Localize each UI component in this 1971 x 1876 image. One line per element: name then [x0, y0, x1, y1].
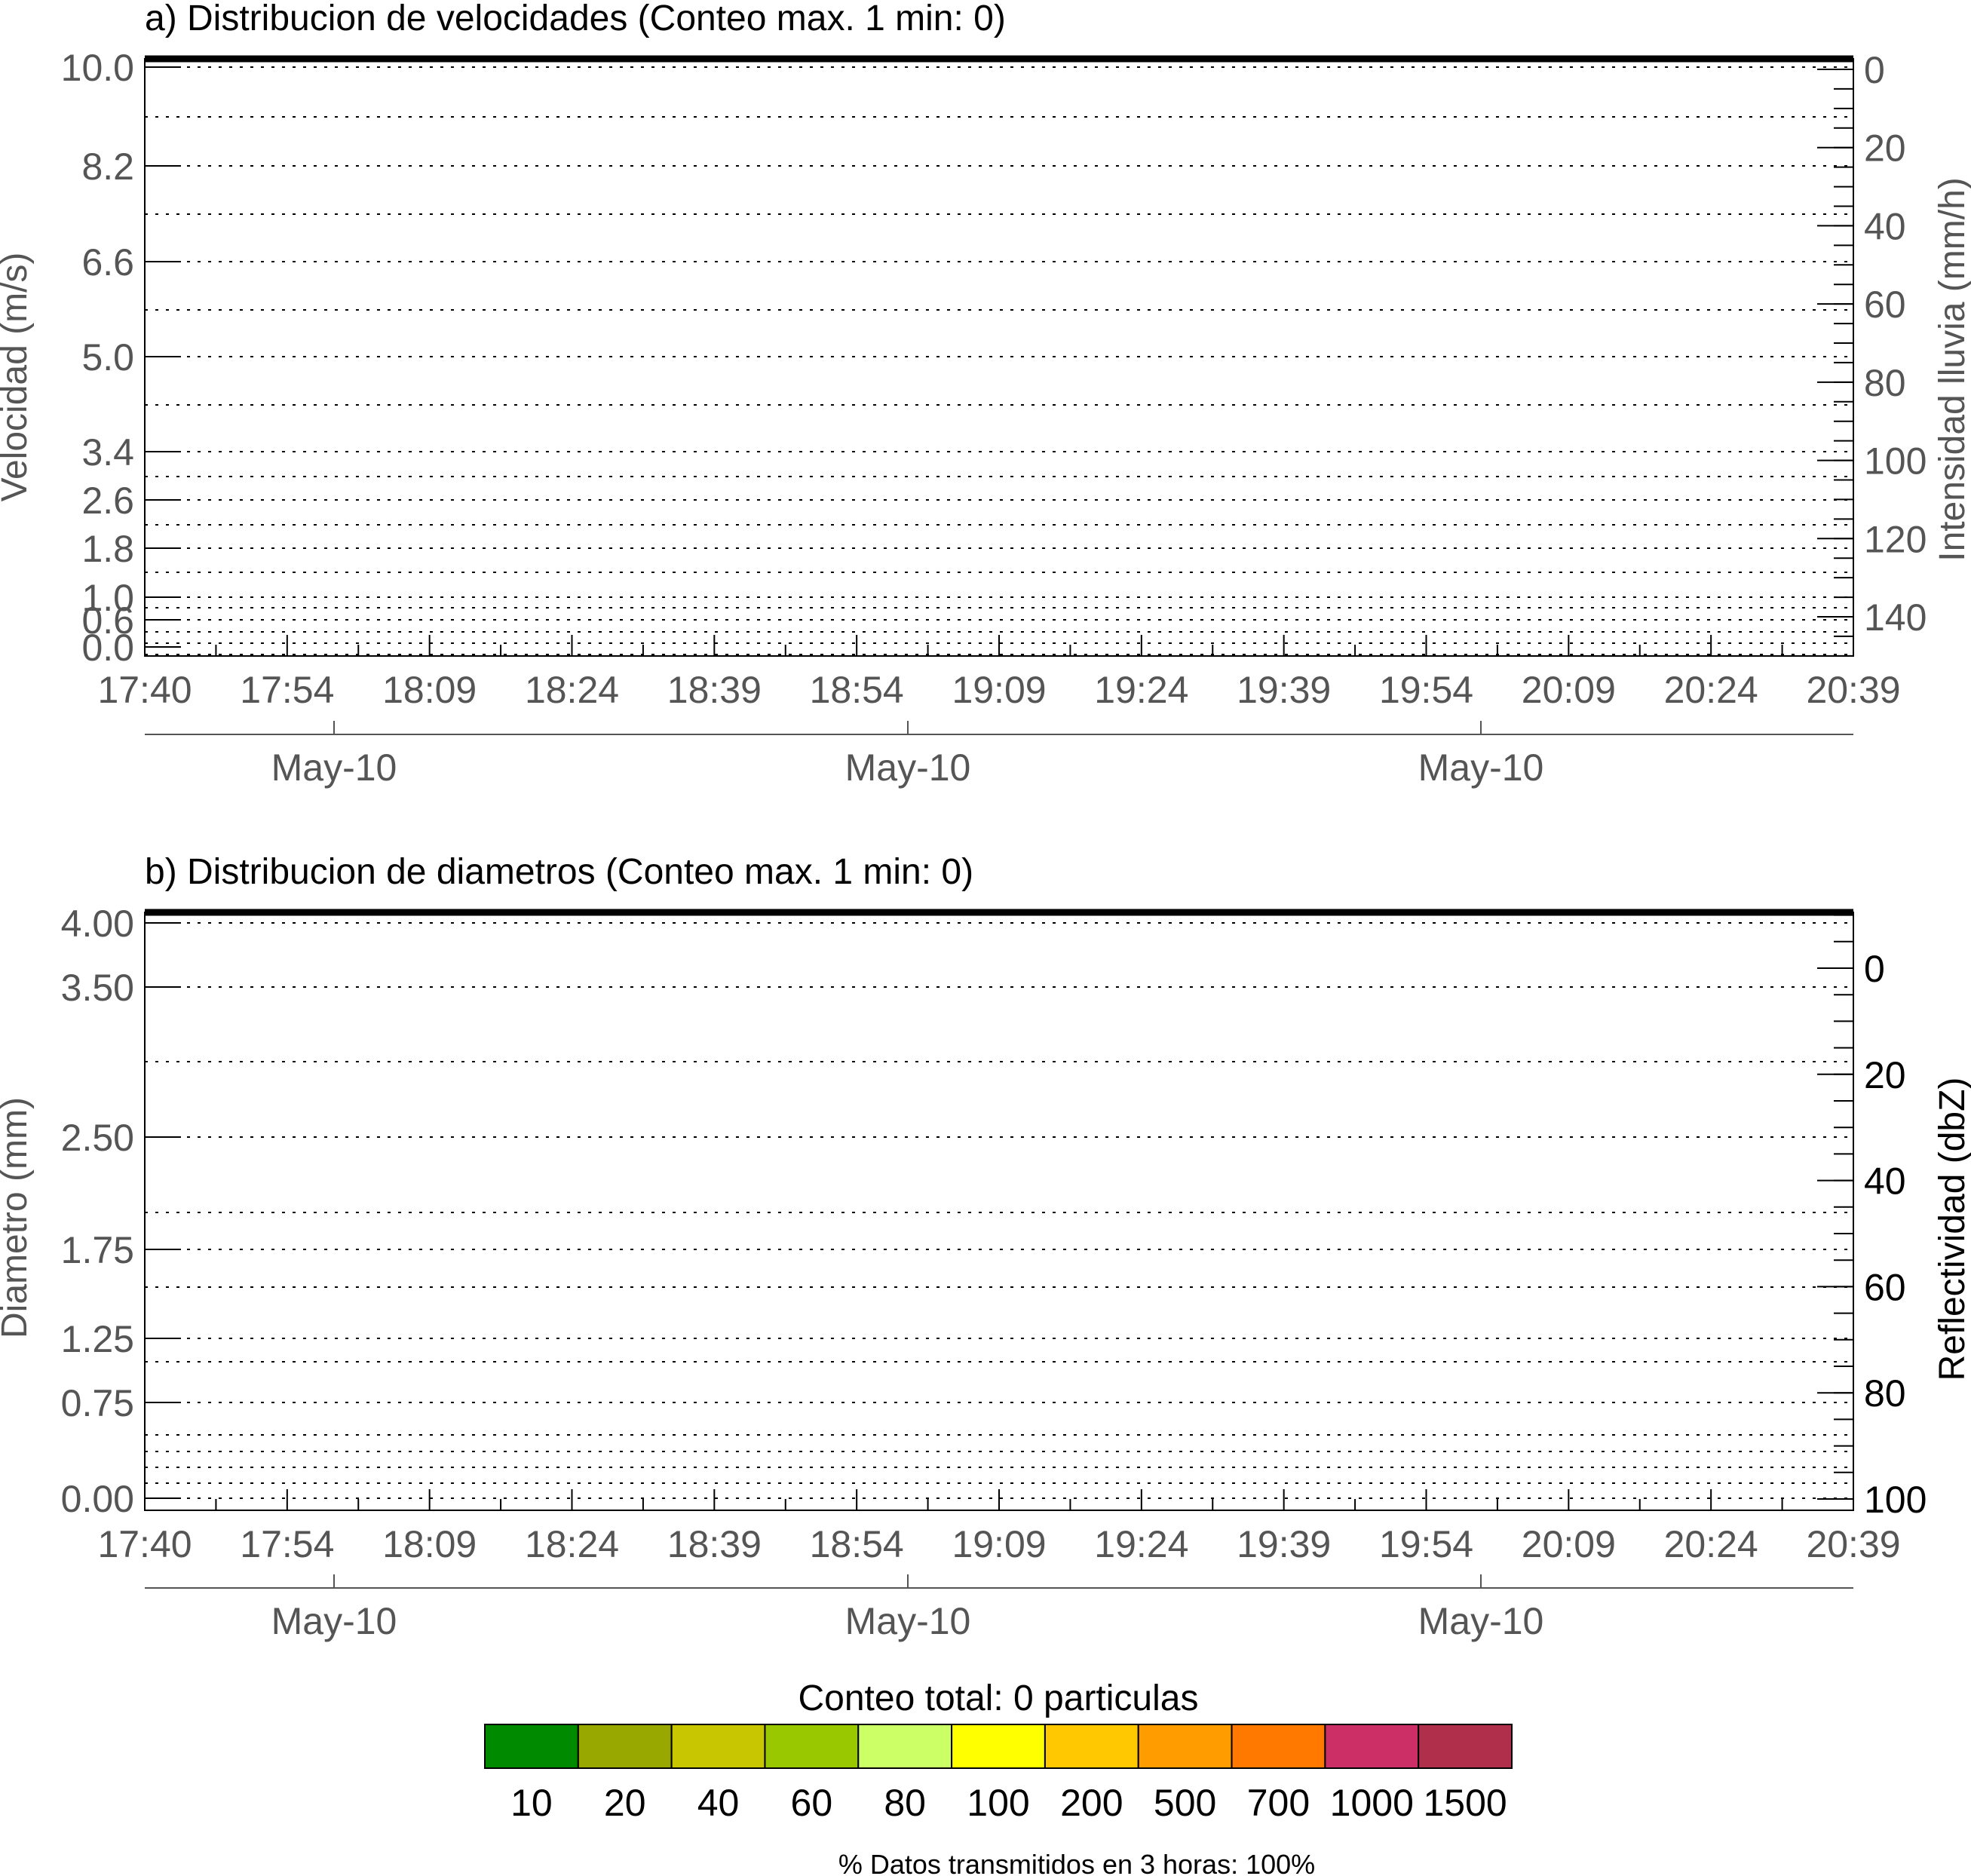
panel-1-x-tick-label: 19:24: [1094, 1523, 1188, 1565]
colorbar-swatch: [577, 1724, 673, 1769]
panel-1-right-tick-label: 60: [1864, 1266, 1906, 1308]
panel-1-x-tick-label: 18:24: [525, 1523, 619, 1565]
panel-1-right-tick-label: 0: [1864, 948, 1885, 990]
colorbar-swatch: [857, 1724, 953, 1769]
panel-0-y-tick-label: 10.0: [61, 47, 134, 89]
panel-0-y-tick-label: 5.0: [81, 336, 134, 379]
panel-1-date-tick-label: May-10: [271, 1600, 397, 1642]
panel-0-date-tick-label: May-10: [1418, 746, 1544, 789]
panel-a-velocity: a) Distribucion de velocidades (Conteo m…: [0, 0, 1971, 789]
panel-0-x-tick-label: 19:09: [952, 669, 1046, 711]
panel-1-right-tick-label: 100: [1864, 1479, 1927, 1521]
colorbar-swatch: [1324, 1724, 1420, 1769]
panel-1-right-tick-label: 40: [1864, 1160, 1906, 1203]
colorbar-label: 200: [1060, 1782, 1123, 1824]
panel-0-y-tick-label: 3.4: [81, 431, 134, 474]
panel-a-y-axis-label: Velocidad (m/s): [0, 253, 35, 502]
panel-1-x-tick-label: 19:54: [1379, 1523, 1473, 1565]
panel-0-x-tick-label: 17:54: [240, 669, 334, 711]
colorbar-label: 10: [510, 1782, 553, 1824]
panel-0-right-tick-label: 80: [1864, 362, 1906, 404]
panel-1-x-tick-label: 18:54: [810, 1523, 904, 1565]
colorbar-label: 40: [697, 1782, 740, 1824]
panel-1-y-tick-label: 3.50: [61, 967, 134, 1009]
panel-0-x-tick-label: 20:39: [1806, 669, 1900, 711]
colorbar-swatch: [484, 1724, 579, 1769]
colorbar-label: 20: [604, 1782, 646, 1824]
panel-1-y-tick-label: 1.25: [61, 1318, 134, 1360]
panel-1-y-tick-label: 2.50: [61, 1117, 134, 1159]
panel-1-y-tick-label: 4.00: [61, 903, 134, 945]
panel-1-x-tick-label: 19:09: [952, 1523, 1046, 1565]
panel-b-diameter: b) Distribucion de diametros (Conteo max…: [0, 852, 1971, 1642]
panel-0-date-tick-label: May-10: [845, 746, 971, 789]
panel-0-right-tick-label: 60: [1864, 284, 1906, 326]
panel-0-x-tick-label: 19:54: [1379, 669, 1473, 711]
colorbar-label: 60: [791, 1782, 833, 1824]
panel-0-x-tick-label: 18:24: [525, 669, 619, 711]
panel-0-y-tick-label: 8.2: [81, 146, 134, 188]
colorbar-swatch: [764, 1724, 860, 1769]
transmission-footer: % Datos transmitidos en 3 horas: 100%: [838, 1849, 1315, 1876]
panel-0-y-tick-label: 1.0: [81, 577, 134, 619]
panel-1-y-tick-label: 0.75: [61, 1382, 134, 1424]
panel-0-y-tick-label: 2.6: [81, 480, 134, 522]
panel-b-y-axis-label: Diametro (mm): [0, 1097, 35, 1338]
panel-0-right-tick-label: 20: [1864, 127, 1906, 170]
panel-0-right-tick-label: 40: [1864, 205, 1906, 247]
panel-0-right-tick-label: 140: [1864, 596, 1927, 639]
panel-0-x-tick-label: 18:09: [382, 669, 477, 711]
panel-0-right-tick-label: 100: [1864, 440, 1927, 483]
colorbar-swatch: [1137, 1724, 1233, 1769]
colorbar-title: Conteo total: 0 particulas: [799, 1678, 1199, 1718]
panel-1-right-tick-label: 80: [1864, 1372, 1906, 1415]
colorbar-label: 500: [1154, 1782, 1216, 1824]
colorbar-label: 100: [967, 1782, 1029, 1824]
colorbar-swatch: [1231, 1724, 1326, 1769]
panel-1-x-tick-label: 20:39: [1806, 1523, 1900, 1565]
panel-1-x-tick-label: 18:09: [382, 1523, 477, 1565]
panel-1-date-tick-label: May-10: [845, 1600, 971, 1642]
panel-0-right-tick-label: 0: [1864, 49, 1885, 91]
panel-0-y-tick-label: 0.6: [81, 599, 134, 642]
panel-1-date-tick-label: May-10: [1418, 1600, 1544, 1642]
panel-0-x-tick-label: 20:24: [1664, 669, 1758, 711]
panel-1-x-tick-label: 19:39: [1237, 1523, 1331, 1565]
panel-1-x-tick-label: 17:54: [240, 1523, 334, 1565]
panel-1-x-tick-label: 20:09: [1522, 1523, 1616, 1565]
panel-b-right-axis-label: Reflectividad (dbZ): [1933, 1077, 1971, 1381]
panel-0-x-tick-label: 19:24: [1094, 669, 1188, 711]
panel-1-y-tick-label: 1.75: [61, 1229, 134, 1271]
colorbar-swatch: [1418, 1724, 1513, 1769]
panel-0-x-tick-label: 18:54: [810, 669, 904, 711]
colorbar-swatch: [951, 1724, 1046, 1769]
panel-0-x-tick-label: 20:09: [1522, 669, 1616, 711]
panel-1-right-tick-label: 20: [1864, 1054, 1906, 1096]
colorbar: Conteo total: 0 particulas 10 20 40 60 80 100…: [484, 1678, 1513, 1824]
panel-0-x-tick-label: 17:40: [97, 669, 192, 711]
colorbar-swatch: [670, 1724, 766, 1769]
panel-0-x-tick-label: 18:39: [667, 669, 762, 711]
panel-0-y-tick-label: 6.6: [81, 241, 134, 284]
colorbar-swatch: [1044, 1724, 1139, 1769]
panel-0-y-tick-label: 0.0: [81, 627, 134, 669]
panel-0-right-tick-label: 120: [1864, 518, 1927, 560]
panel-0-date-tick-label: May-10: [271, 746, 397, 789]
panel-1-x-tick-label: 18:39: [667, 1523, 762, 1565]
panel-b-title: b) Distribucion de diametros (Conteo max…: [145, 852, 973, 892]
panel-1-x-tick-label: 20:24: [1664, 1523, 1758, 1565]
panel-0-y-tick-label: 1.8: [81, 528, 134, 570]
panel-1-plot-frame: [144, 912, 1854, 1511]
colorbar-label: 1500: [1423, 1782, 1507, 1824]
colorbar-label: 700: [1247, 1782, 1310, 1824]
panel-1-x-tick-label: 17:40: [97, 1523, 192, 1565]
panel-0-x-tick-label: 19:39: [1237, 669, 1331, 711]
colorbar-label: 1000: [1330, 1782, 1414, 1824]
panel-1-y-tick-label: 0.00: [61, 1478, 134, 1520]
panel-a-title: a) Distribucion de velocidades (Conteo m…: [145, 0, 1006, 38]
colorbar-label: 80: [884, 1782, 926, 1824]
panel-a-right-axis-label: Intensidad lluvia (mm/h): [1933, 177, 1971, 562]
